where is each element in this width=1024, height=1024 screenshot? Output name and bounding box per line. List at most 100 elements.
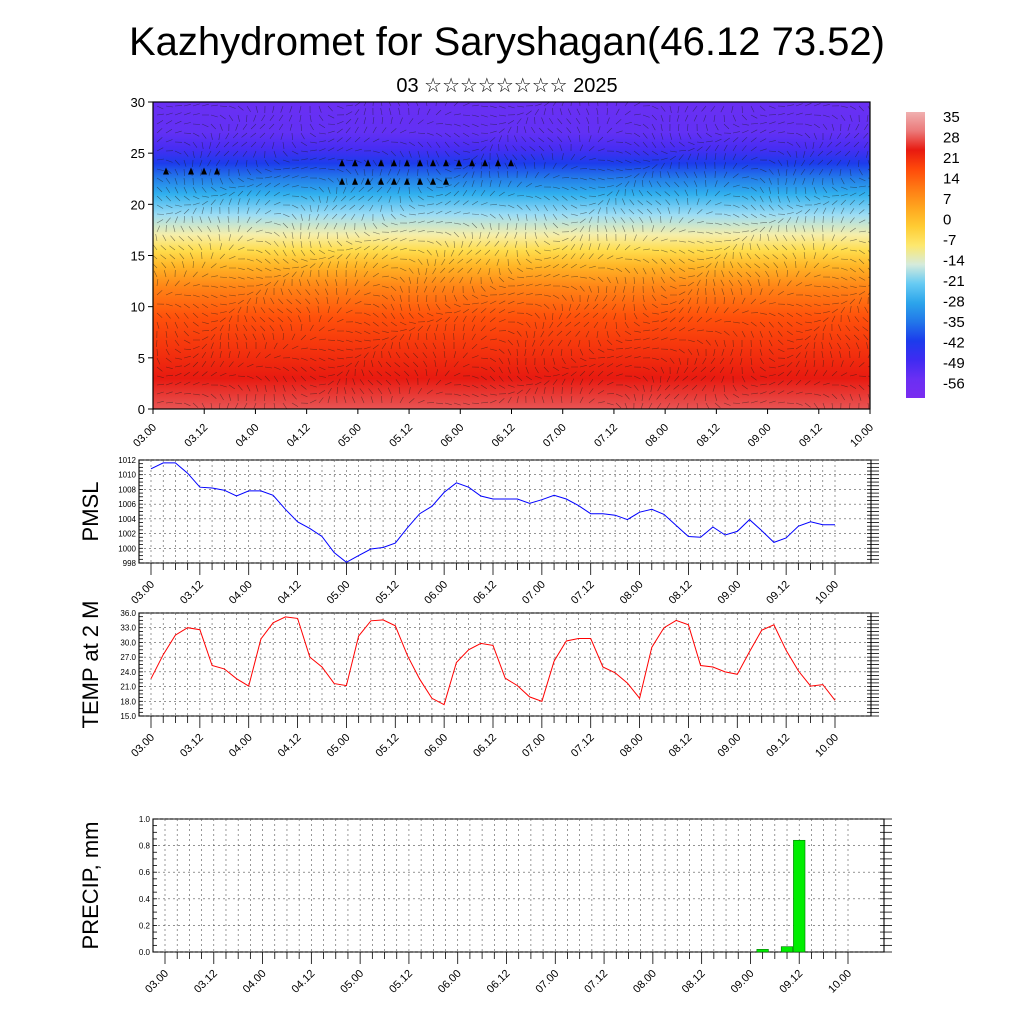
precip-panel: 0.0 0.2 0.4 0.6 0.8 1.0 03.00 03.12 04.00 04.12 05… (78, 815, 892, 996)
precip-y-tick-label: 1.0 (139, 815, 151, 824)
colorbar-scale (906, 112, 925, 398)
temperature-y-tick-label: 33.0 (120, 624, 136, 633)
x-tick-label: 05.00 (336, 422, 364, 450)
temperature-field (153, 102, 870, 409)
chart-subtitle: 03 ☆☆☆☆☆☆☆☆ 2025 (396, 75, 617, 97)
wind-flag (352, 159, 358, 167)
pmsl-x-tick-label: 10.00 (813, 579, 841, 607)
temperature-series-line (150, 616, 836, 706)
precip-y-tick-label: 0.8 (139, 842, 151, 851)
wind-flag (365, 159, 371, 167)
colorbar-label: -7 (943, 232, 956, 249)
precip-axis-label: PRECIP, mm (78, 822, 103, 950)
pmsl-y-tick-label: 998 (123, 559, 137, 568)
temperature-x-tick-label: 06.12 (471, 732, 499, 760)
wind-flag (456, 159, 462, 167)
precip-x-tick-label: 08.12 (680, 968, 708, 996)
y-tick-label: 10 (131, 300, 145, 315)
pmsl-x-tick-label: 09.00 (715, 579, 743, 607)
temperature-ticks (139, 612, 879, 728)
temperature-x-tick-label: 05.12 (373, 732, 401, 760)
wind-flag (201, 167, 207, 175)
y-tick-label: 25 (131, 146, 145, 161)
pmsl-x-tick-label: 06.00 (422, 579, 450, 607)
wind-flag (391, 177, 397, 185)
temperature-x-tick-label: 03.12 (178, 732, 206, 760)
temperature-x-tick-label: 08.00 (618, 732, 646, 760)
pmsl-x-tick-label: 07.12 (569, 579, 597, 607)
pmsl-x-tick-label: 04.12 (276, 579, 304, 607)
wind-flag (188, 167, 194, 175)
colorbar-label: 21 (943, 150, 960, 167)
precip-x-tick-label: 03.12 (192, 968, 220, 996)
wind-vectors (153, 102, 870, 409)
pmsl-y-tick-label: 1010 (118, 471, 136, 480)
x-tick-label: 04.00 (234, 422, 262, 450)
precip-x-tick-label: 05.12 (387, 968, 415, 996)
temperature-x-tick-label: 07.00 (520, 732, 548, 760)
y-tick-label: 5 (138, 351, 145, 366)
temperature-panel: 15.0 18.0 21.0 24.0 27.0 30.0 33.0 36.0 03.00 03.… (78, 601, 879, 760)
precip-x-tick-label: 07.12 (582, 968, 610, 996)
wind-flag (214, 167, 220, 175)
precip-ticks (153, 818, 892, 964)
temperature-x-tick-label: 07.12 (569, 732, 597, 760)
wind-flag (163, 167, 169, 175)
temperature-x-tick-label: 05.00 (325, 732, 353, 760)
precip-x-tick-label: 07.00 (533, 968, 561, 996)
colorbar-label: 7 (943, 191, 951, 208)
temperature-y-tick-label: 15.0 (120, 712, 136, 721)
colorbar-label: 0 (943, 212, 951, 229)
pmsl-series-line (150, 462, 835, 563)
precip-x-tick-label: 06.00 (436, 968, 464, 996)
pmsl-x-tick-label: 08.12 (667, 579, 695, 607)
y-tick-label: 15 (131, 249, 145, 264)
x-tick-label: 06.00 (438, 422, 466, 450)
precip-x-tick-label: 04.00 (241, 968, 269, 996)
pmsl-x-tick-label: 07.00 (520, 579, 548, 607)
precip-x-tick-label: 04.12 (290, 968, 318, 996)
x-tick-label: 06.12 (490, 422, 518, 450)
temperature-y-tick-label: 30.0 (120, 638, 136, 647)
wind-flag (339, 159, 345, 167)
precip-x-tick-label: 10.00 (826, 968, 854, 996)
chart-title: Kazhydromet for Saryshagan(46.12 73.52) (129, 20, 885, 64)
colorbar-label: 14 (943, 171, 960, 188)
precip-y-tick-label: 0.0 (139, 948, 151, 957)
wind-flag (378, 159, 384, 167)
wind-flag (430, 177, 436, 185)
wind-flag (404, 177, 410, 185)
temperature-x-tick-label: 08.12 (667, 732, 695, 760)
temperature-y-tick-label: 24.0 (120, 668, 136, 677)
wind-flag (482, 159, 488, 167)
precip-x-tick-label: 08.00 (631, 968, 659, 996)
temperature-x-tick-label: 06.00 (422, 732, 450, 760)
pmsl-x-tick-label: 03.00 (129, 579, 157, 607)
precip-x-tick-label: 03.00 (143, 968, 171, 996)
pmsl-y-tick-label: 1012 (118, 456, 136, 465)
precip-x-tick-label: 05.00 (338, 968, 366, 996)
pmsl-ticks (139, 459, 879, 575)
temperature-axis-label: TEMP at 2 M (78, 601, 103, 729)
x-tick-label: 07.00 (541, 422, 569, 450)
y-tick-label: 0 (138, 402, 145, 417)
pmsl-grid (139, 459, 871, 564)
precip-x-tick-label: 09.00 (729, 968, 757, 996)
temperature-x-tick-label: 10.00 (813, 732, 841, 760)
pmsl-x-tick-label: 06.12 (471, 579, 499, 607)
x-tick-label: 10.00 (848, 422, 876, 450)
precip-bar (793, 839, 806, 953)
pmsl-y-tick-label: 1002 (118, 530, 136, 539)
wind-flag (508, 159, 514, 167)
colorbar-label: -35 (943, 314, 965, 331)
colorbar-label: -21 (943, 273, 965, 290)
pmsl-x-tick-label: 09.12 (764, 579, 792, 607)
temperature-x-tick-label: 09.12 (764, 732, 792, 760)
cross-section-panel: 0 5 10 15 20 25 30 03.00 03.12 04.00 04.12 05.00 05.… (131, 95, 877, 450)
temperature-y-tick-label: 21.0 (120, 683, 136, 692)
x-tick-label: 09.00 (746, 422, 774, 450)
temperature-x-tick-label: 04.00 (227, 732, 255, 760)
pmsl-y-tick-label: 1000 (118, 544, 136, 553)
x-tick-label: 08.12 (695, 422, 723, 450)
